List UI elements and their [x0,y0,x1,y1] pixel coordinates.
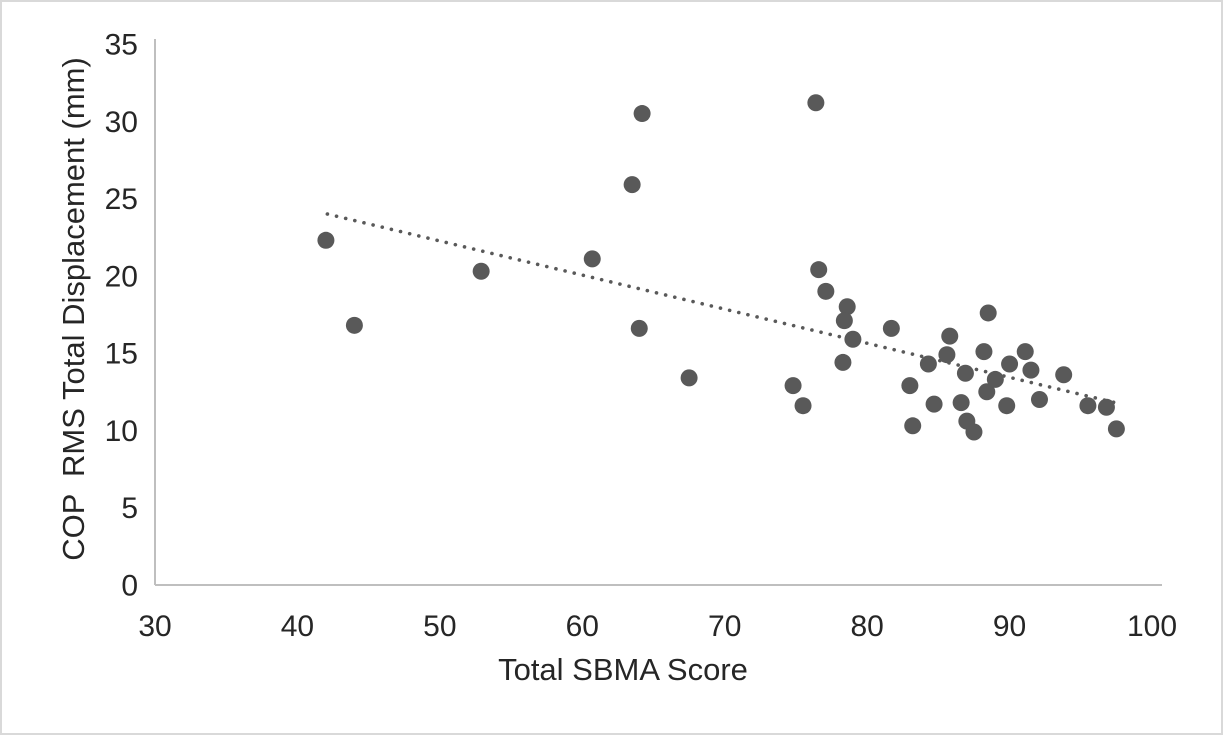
x-axis-title: Total SBMA Score [498,652,748,687]
svg-text:10: 10 [105,415,138,448]
axis-lines [154,39,1162,586]
svg-text:30: 30 [138,610,171,643]
trendline [325,212,1117,405]
y-axis-title: COP RMS Total Displacement (mm) [56,57,91,561]
tick-labels: 0 5 10 15 20 25 30 35 30 40 50 60 70 80 90 100 [105,29,1177,644]
svg-text:90: 90 [993,610,1026,643]
svg-text:30: 30 [105,106,138,139]
svg-text:80: 80 [850,610,883,643]
svg-text:15: 15 [105,338,138,371]
svg-text:35: 35 [105,29,138,62]
svg-text:0: 0 [121,570,138,603]
svg-text:40: 40 [281,610,314,643]
svg-text:50: 50 [423,610,456,643]
svg-text:70: 70 [708,610,741,643]
svg-text:20: 20 [105,260,138,293]
data-points [317,94,1125,441]
svg-text:60: 60 [566,610,599,643]
svg-text:25: 25 [105,183,138,216]
svg-text:100: 100 [1127,610,1177,643]
svg-text:5: 5 [121,492,138,525]
